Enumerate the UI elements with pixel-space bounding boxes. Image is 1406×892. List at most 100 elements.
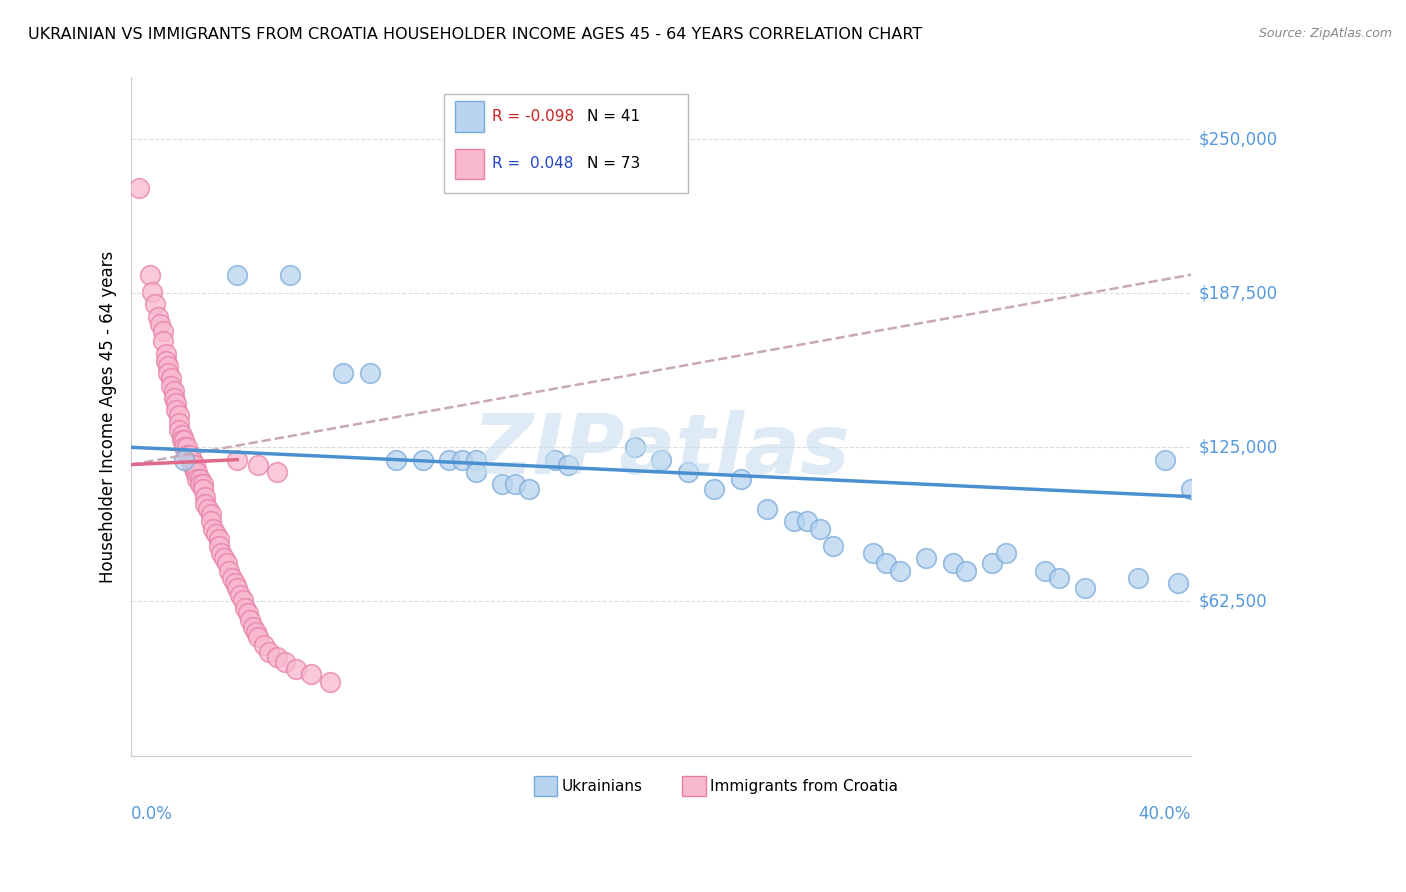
Point (188, 472, 211, 486)
FancyBboxPatch shape (454, 101, 484, 132)
Text: ZIPatlas: ZIPatlas (472, 410, 851, 491)
Point (274, 655, 297, 669)
Point (359, 367, 381, 381)
Text: N = 41: N = 41 (586, 109, 640, 124)
Text: $125,000: $125,000 (1199, 438, 1278, 457)
Point (226, 581, 249, 595)
Point (1035, 564, 1057, 578)
FancyBboxPatch shape (454, 149, 484, 179)
FancyBboxPatch shape (534, 776, 557, 797)
Point (1180, 482, 1202, 496)
Point (676, 465, 699, 479)
Point (181, 452, 204, 467)
Point (730, 472, 752, 486)
Point (141, 285, 163, 299)
Point (994, 546, 1017, 560)
Point (862, 546, 884, 560)
Point (173, 452, 195, 467)
Point (146, 310, 169, 324)
Point (1074, 581, 1097, 595)
Point (915, 551, 938, 566)
Point (163, 384, 186, 398)
Point (875, 556, 897, 570)
Point (194, 490, 217, 504)
Point (703, 482, 725, 496)
Point (278, 268, 301, 282)
Point (197, 502, 219, 516)
Point (149, 317, 172, 331)
Point (215, 556, 238, 570)
Point (157, 367, 180, 381)
Point (253, 638, 276, 652)
Point (823, 539, 845, 553)
Text: R =  0.048: R = 0.048 (492, 156, 574, 171)
Point (128, 181, 150, 195)
Point (152, 334, 174, 349)
FancyBboxPatch shape (682, 776, 706, 797)
Text: 40.0%: 40.0% (1139, 805, 1191, 822)
Point (165, 403, 187, 417)
Point (170, 433, 193, 447)
Point (188, 477, 211, 491)
Point (176, 448, 198, 462)
Point (143, 297, 166, 311)
Point (226, 452, 249, 467)
Point (257, 645, 280, 659)
Point (202, 522, 225, 536)
Point (233, 600, 256, 615)
Point (451, 452, 474, 467)
Point (218, 564, 240, 578)
Point (284, 662, 307, 676)
Point (517, 482, 540, 496)
Point (412, 452, 434, 467)
Text: Immigrants from Croatia: Immigrants from Croatia (710, 779, 898, 794)
Point (179, 448, 201, 462)
Point (205, 526, 228, 541)
Point (191, 477, 214, 491)
Point (155, 346, 177, 360)
Point (1153, 452, 1175, 467)
Point (221, 571, 243, 585)
Point (226, 268, 249, 282)
Point (1047, 571, 1070, 585)
Point (942, 556, 965, 570)
Point (505, 477, 527, 491)
Point (186, 472, 208, 486)
Text: Ukrainians: Ukrainians (561, 779, 643, 794)
Point (808, 522, 831, 536)
Point (236, 606, 259, 620)
Point (464, 452, 486, 467)
Point (186, 465, 208, 479)
Point (437, 452, 460, 467)
Point (181, 458, 204, 472)
Y-axis label: Householder Income Ages 45 - 64 years: Householder Income Ages 45 - 64 years (100, 251, 117, 582)
Point (209, 546, 232, 560)
Point (155, 354, 177, 368)
FancyBboxPatch shape (444, 95, 688, 193)
Point (557, 458, 579, 472)
Point (184, 465, 207, 479)
Point (170, 428, 193, 442)
Point (163, 391, 186, 405)
Point (179, 452, 201, 467)
Text: $62,500: $62,500 (1199, 592, 1268, 610)
Point (464, 465, 486, 479)
Point (756, 502, 779, 516)
Point (167, 423, 190, 437)
Point (152, 325, 174, 339)
Text: Source: ZipAtlas.com: Source: ZipAtlas.com (1258, 27, 1392, 40)
Point (1167, 576, 1189, 591)
Point (224, 576, 246, 591)
Point (167, 416, 190, 430)
Point (247, 630, 270, 644)
Point (955, 564, 977, 578)
Point (165, 396, 187, 410)
Point (231, 593, 253, 607)
Point (173, 440, 195, 454)
Point (239, 613, 262, 627)
Point (160, 371, 183, 385)
Point (200, 507, 222, 521)
Text: UKRAINIAN VS IMMIGRANTS FROM CROATIA HOUSEHOLDER INCOME AGES 45 - 64 YEARS CORRE: UKRAINIAN VS IMMIGRANTS FROM CROATIA HOU… (28, 27, 922, 42)
Point (229, 588, 252, 602)
Point (491, 477, 513, 491)
